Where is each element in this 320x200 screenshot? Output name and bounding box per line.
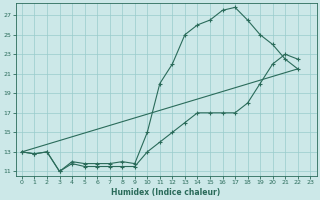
X-axis label: Humidex (Indice chaleur): Humidex (Indice chaleur) [111,188,221,197]
